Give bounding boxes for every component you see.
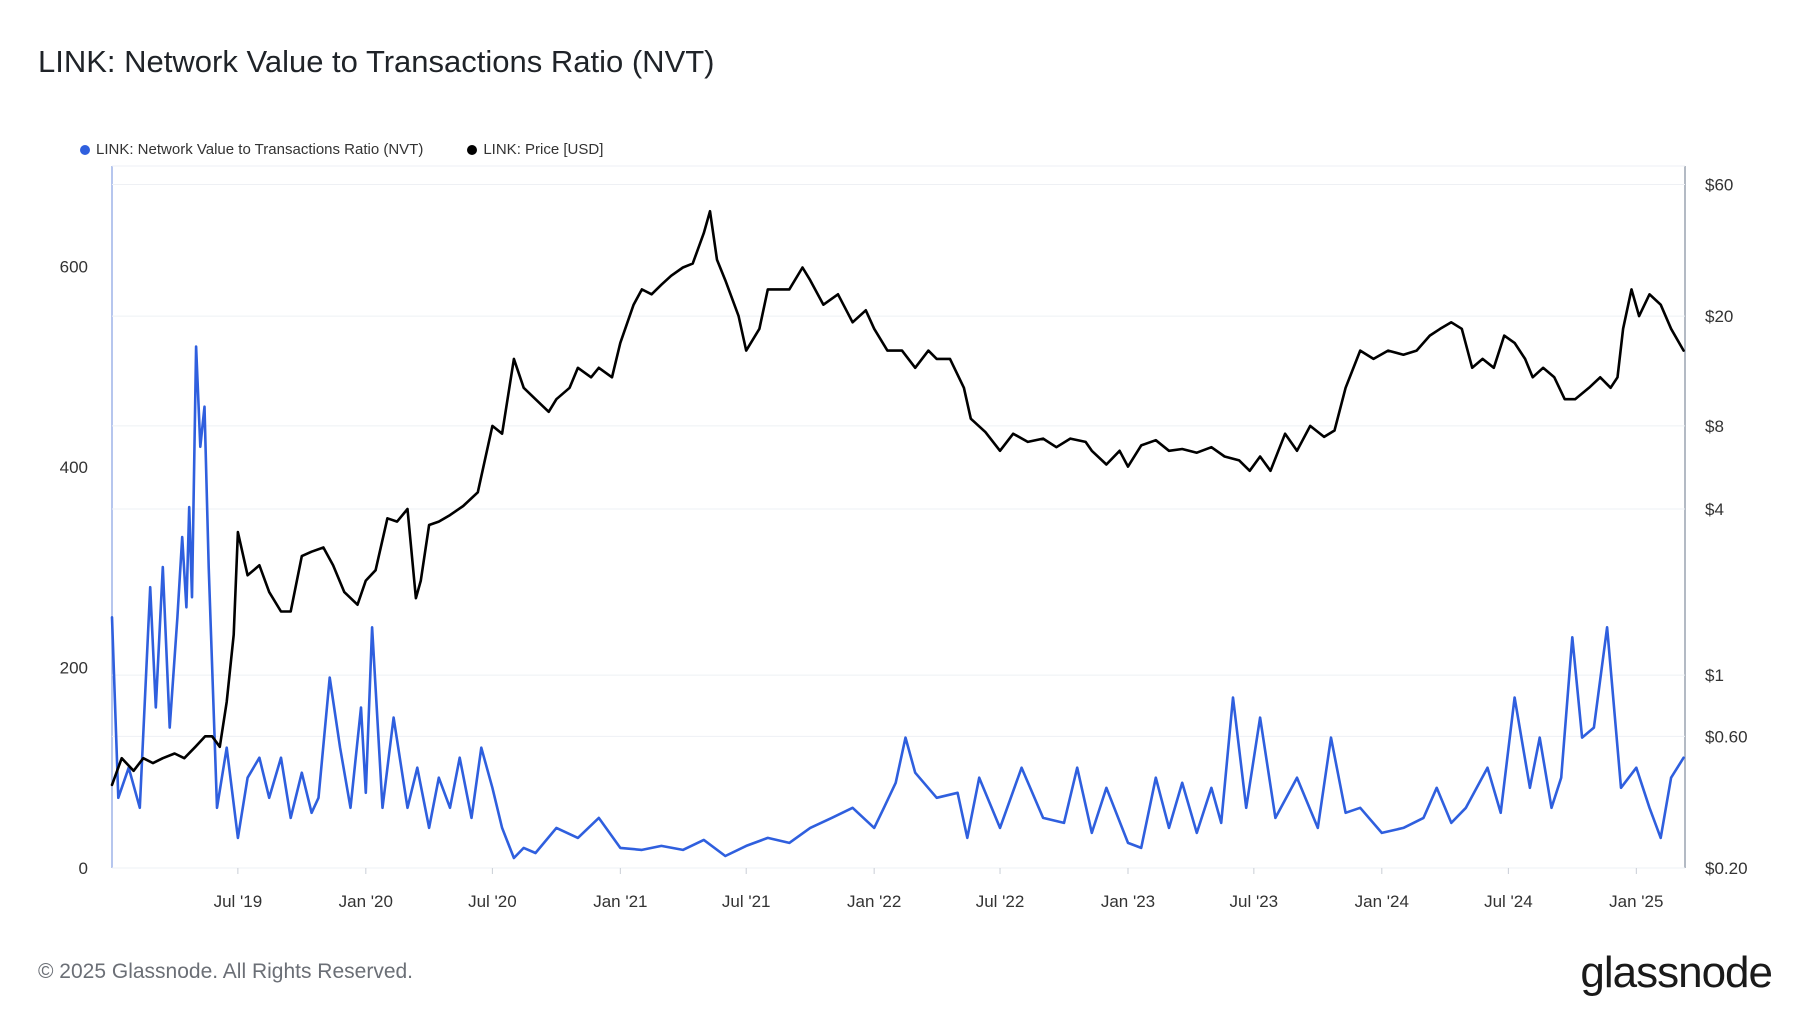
y-right-tick-label: $4 [1705,500,1724,519]
y-right-tick-label: $20 [1705,307,1733,326]
x-tick-label: Jan '25 [1609,892,1663,911]
y-right-tick-label: $0.60 [1705,727,1748,746]
x-tick-label: Jul '22 [976,892,1025,911]
y-left-tick-label: 400 [60,458,88,477]
y-right-tick-label: $60 [1705,175,1733,194]
legend-dot-nvt [80,144,90,155]
glassnode-logo: glassnode [1580,948,1773,997]
x-tick-label: Jan '22 [847,892,901,911]
y-right-tick-label: $0.20 [1705,859,1748,878]
y-right-tick-label: $1 [1705,666,1724,685]
price-series-line [110,209,1685,787]
legend-label-nvt: LINK: Network Value to Transactions Rati… [96,141,424,158]
legend-item-price[interactable]: LINK: Price [USD] [467,141,603,158]
legend-label-price: LINK: Price [USD] [483,141,604,158]
y-left-tick-label: 200 [60,658,88,677]
x-tick-label: Jan '24 [1355,892,1409,911]
y-left-tick-label: 0 [79,859,88,878]
nvt-series-line [110,345,1685,860]
chart-title: LINK: Network Value to Transactions Rati… [38,44,715,79]
x-tick-label: Jan '23 [1101,892,1155,911]
x-tick-label: Jul '21 [722,892,771,911]
x-tick-label: Jul '24 [1484,892,1533,911]
y-right-tick-label: $8 [1705,417,1724,436]
y-left-tick-label: 600 [60,257,88,276]
legend-dot-price [467,144,478,155]
x-tick-label: Jul '19 [214,892,263,911]
x-tick-label: Jan '21 [593,892,647,911]
x-tick-label: Jan '20 [339,892,393,911]
copyright-notice: © 2025 Glassnode. All Rights Reserved. [38,960,414,983]
legend: LINK: Network Value to Transactions Rati… [80,141,603,158]
x-tick-label: Jul '20 [468,892,517,911]
legend-item-nvt[interactable]: LINK: Network Value to Transactions Rati… [80,141,423,158]
x-tick-label: Jul '23 [1230,892,1279,911]
